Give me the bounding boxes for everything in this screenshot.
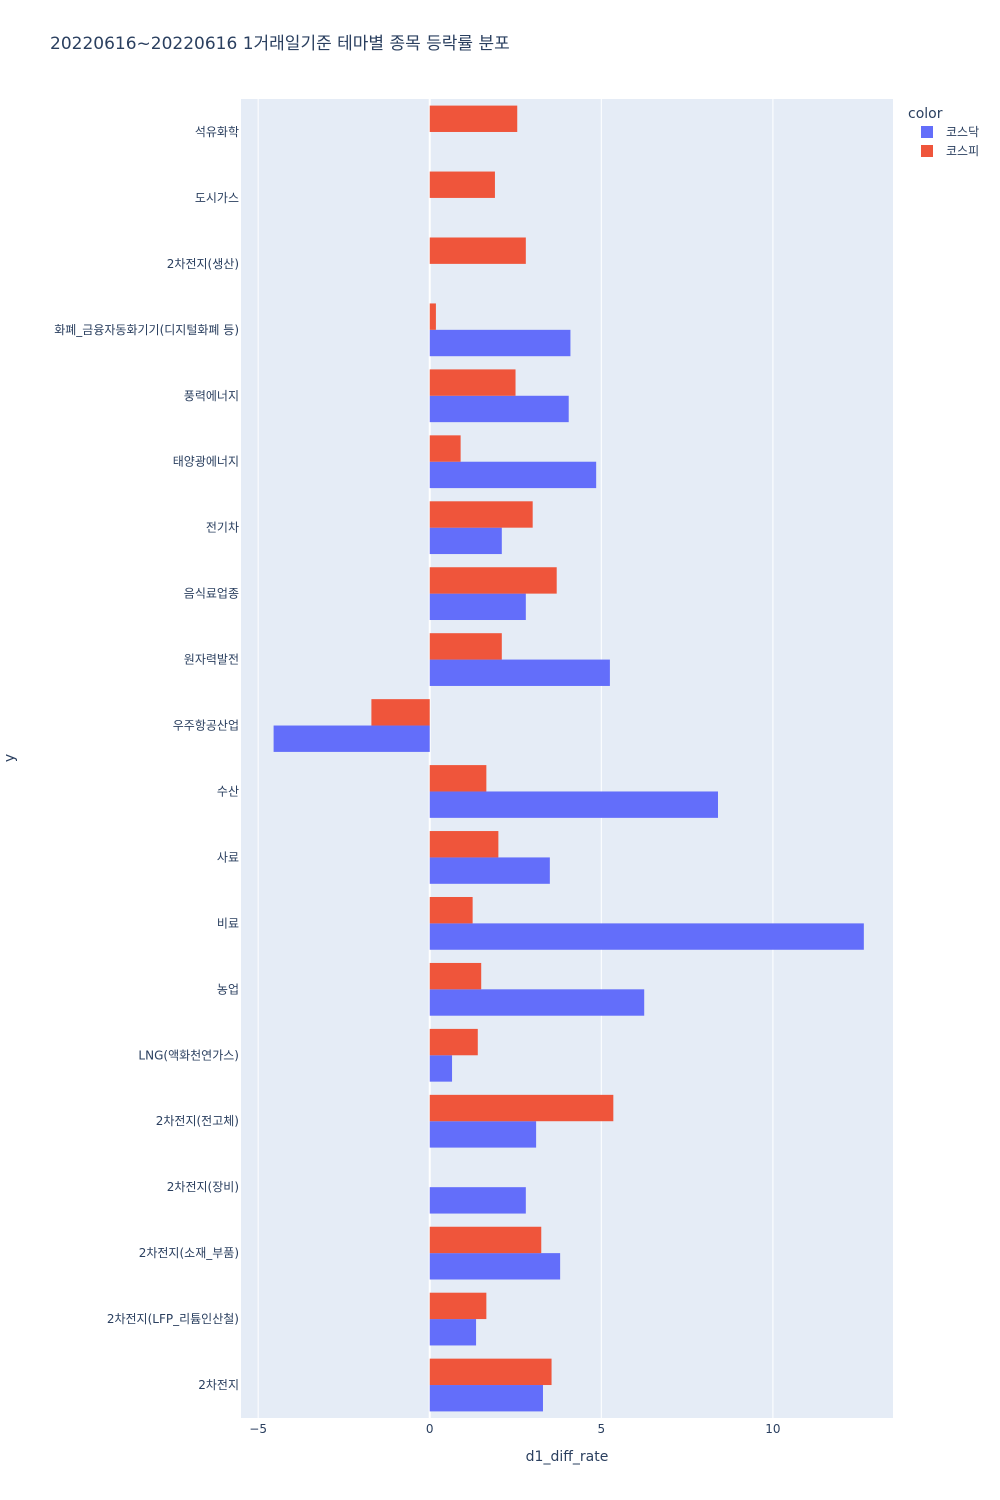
bar — [429, 1187, 526, 1214]
bar — [429, 461, 597, 489]
bar — [429, 659, 610, 686]
legend-title: color — [908, 106, 943, 122]
bar — [429, 435, 461, 462]
bar — [371, 699, 430, 726]
bar — [429, 527, 502, 555]
y-tick-label: 석유화학 — [195, 125, 239, 139]
bar — [429, 791, 718, 818]
bar — [429, 1319, 477, 1346]
y-tick-label: 우주항공산업 — [173, 719, 239, 733]
y-axis-title: y — [2, 754, 18, 762]
bar — [429, 633, 502, 660]
x-tick-label: 0 — [426, 1422, 434, 1436]
y-tick-label: 음식료업종 — [184, 587, 239, 601]
bar — [429, 501, 533, 528]
legend-label: 코스피 — [946, 144, 979, 158]
bar — [429, 1094, 614, 1122]
bar — [429, 1253, 561, 1280]
bar — [429, 237, 526, 264]
bar — [429, 962, 482, 990]
bar — [429, 765, 487, 792]
y-tick-label: 2차전지(전고체) — [156, 1114, 239, 1128]
legend-label: 코스닥 — [946, 125, 979, 139]
y-tick-label: 비료 — [217, 916, 239, 930]
bar — [429, 1055, 453, 1082]
y-tick-label: 2차전지 — [198, 1378, 239, 1392]
y-tick-label: 사료 — [217, 850, 239, 864]
y-tick-label: LNG(액화천연가스) — [138, 1047, 239, 1062]
bar — [429, 1385, 543, 1412]
bar — [429, 593, 526, 621]
x-tick-label: 5 — [597, 1422, 605, 1436]
y-tick-label: 2차전지(LFP_리튬인산철) — [107, 1312, 239, 1326]
bar — [429, 105, 518, 132]
y-tick-label: 원자력발전 — [184, 653, 239, 667]
bar — [429, 1028, 478, 1056]
bar — [429, 923, 864, 950]
y-tick-label: 2차전지(소재_부품) — [139, 1246, 239, 1260]
y-tick-label: 농업 — [217, 982, 239, 996]
plot-background — [241, 99, 893, 1418]
y-tick-label: 풍력에너지 — [184, 389, 239, 403]
bar — [429, 857, 550, 884]
legend-swatch — [921, 145, 933, 157]
bar — [429, 1121, 537, 1148]
y-tick-label: 도시가스 — [195, 191, 239, 205]
bar — [429, 171, 495, 198]
y-tick-label: 화폐_금융자동화기기(디지털화폐 등) — [54, 323, 239, 337]
x-tick-label: 10 — [765, 1422, 780, 1436]
chart-title: 20220616~20220616 1거래일기준 테마별 종목 등락률 분포 — [50, 34, 510, 54]
bar — [429, 1292, 487, 1320]
x-tick-label: −5 — [249, 1422, 267, 1436]
bar — [429, 303, 436, 330]
bar — [429, 831, 499, 858]
bar — [429, 1226, 542, 1254]
y-tick-label: 2차전지(생산) — [167, 257, 239, 271]
bar — [429, 1358, 552, 1386]
bar — [429, 567, 557, 594]
bars — [273, 105, 864, 1412]
x-axis-title: d1_diff_rate — [526, 1449, 609, 1465]
bar — [429, 395, 569, 423]
legend-swatch — [921, 126, 933, 138]
bar — [429, 896, 473, 924]
bar — [429, 989, 645, 1016]
bar — [429, 329, 571, 357]
bar — [273, 725, 430, 752]
y-tick-label: 수산 — [217, 784, 239, 798]
y-tick-label: 전기차 — [206, 521, 239, 535]
y-tick-label: 2차전지(장비) — [167, 1180, 239, 1194]
y-tick-label: 태양광에너지 — [173, 455, 239, 469]
bar — [429, 369, 516, 396]
